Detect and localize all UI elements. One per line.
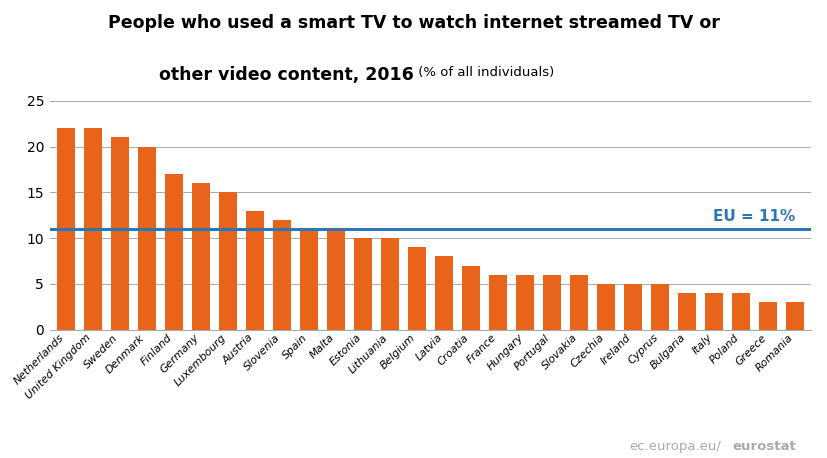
Bar [354,238,371,330]
Bar [57,128,74,330]
Bar [624,284,641,330]
Bar [300,229,318,330]
Bar [435,256,452,330]
Bar [543,275,560,330]
Bar [732,293,749,330]
Bar [219,192,237,330]
Bar [380,238,399,330]
Bar [705,293,722,330]
Bar [596,284,614,330]
Bar [758,302,776,330]
Bar [246,211,264,330]
Bar [84,128,102,330]
Bar [408,247,425,330]
Bar [192,183,209,330]
Bar [165,174,183,330]
Text: other video content, 2016: other video content, 2016 [159,66,414,84]
Text: eurostat: eurostat [732,441,796,453]
Bar [138,147,155,330]
Bar [461,266,480,330]
Bar [651,284,668,330]
Bar [570,275,587,330]
Bar [273,220,290,330]
Bar [677,293,696,330]
Bar [327,229,344,330]
Text: People who used a smart TV to watch internet streamed TV or: People who used a smart TV to watch inte… [108,14,719,32]
Bar [489,275,506,330]
Bar [111,137,128,330]
Text: EU = 11%: EU = 11% [712,208,794,224]
Text: (% of all individuals): (% of all individuals) [414,66,553,79]
Bar [516,275,533,330]
Bar [786,302,803,330]
Text: ec.europa.eu/: ec.europa.eu/ [629,441,720,453]
